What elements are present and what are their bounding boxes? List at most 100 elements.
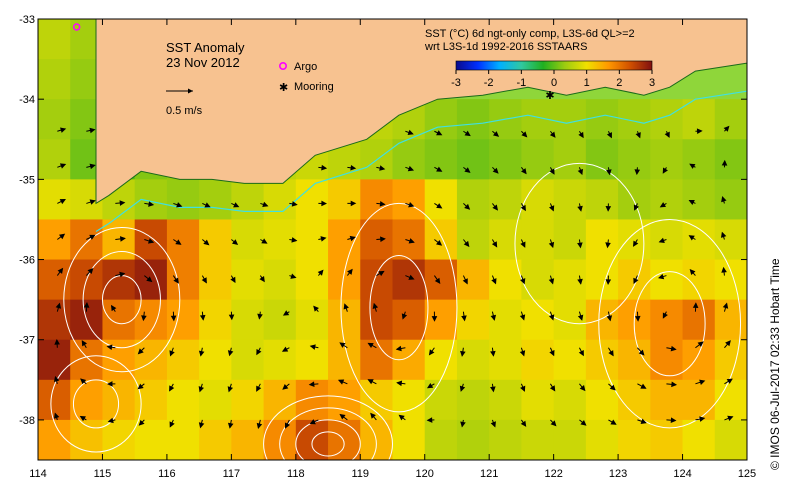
y-axis-ticks: -33-34-35-36-37-38 (19, 14, 747, 427)
current-arrowhead (320, 236, 327, 242)
current-arrowhead (230, 276, 236, 284)
current-arrowhead (699, 379, 706, 385)
anomaly-cell (456, 219, 490, 261)
y-tick-label: -34 (19, 94, 35, 106)
current-arrowhead (463, 240, 470, 248)
current-arrowhead (262, 201, 269, 208)
anomaly-cell (682, 99, 716, 140)
anomaly-cell (328, 179, 361, 220)
colorbar-gradient (455, 60, 653, 71)
current-arrowhead (634, 315, 641, 322)
anomaly-cell (199, 419, 232, 460)
contour-line (295, 419, 361, 460)
anomaly-cell (521, 259, 555, 301)
current-arrowhead (396, 380, 403, 387)
current-arrowhead (378, 270, 385, 277)
anomaly-cell (424, 299, 458, 341)
current-arrowhead (321, 200, 328, 207)
current-arrowhead (426, 417, 433, 423)
current-arrowhead (203, 239, 210, 246)
contour-line (63, 226, 181, 373)
current-arrowhead (720, 231, 727, 238)
current-arrowhead (434, 277, 441, 284)
current-arrowhead (549, 205, 555, 212)
anomaly-cell (231, 219, 265, 261)
feature-legend: Argo ✱ Mooring (278, 61, 334, 94)
current-arrowhead (634, 169, 641, 176)
anomaly-cell (650, 179, 684, 220)
anomaly-cell (199, 339, 232, 381)
anomaly-cell (102, 339, 136, 381)
current-arrowhead (460, 350, 466, 357)
current-arrowhead (640, 383, 647, 389)
current-arrowhead (176, 202, 183, 208)
anomaly-cell (585, 179, 619, 220)
colorbar-tick-label: 3 (649, 77, 655, 89)
current-arrowhead (141, 315, 147, 322)
colorbar-tick-label: -2 (484, 77, 494, 89)
current-arrowhead (231, 239, 239, 245)
anomaly-cell (618, 139, 651, 180)
anomaly-cell (682, 179, 716, 220)
credit-text: © IMOS 06-Jul-2017 02:33 Hobart Time (768, 258, 782, 470)
current-arrowhead (309, 344, 316, 350)
current-arrowhead (106, 381, 113, 387)
current-arrowhead (490, 386, 496, 393)
current-arrowhead (55, 302, 62, 309)
anomaly-cell (714, 299, 747, 341)
current-arrowhead (380, 236, 386, 242)
current-arrowhead (379, 165, 386, 171)
current-arrowhead (59, 163, 67, 169)
mooring-icon: ✱ (279, 81, 288, 94)
anomaly-cell (102, 259, 136, 301)
current-arrowhead (59, 199, 66, 205)
current-arrowhead (436, 240, 443, 246)
current-arrowhead (395, 345, 402, 352)
current-arrowhead (282, 310, 290, 316)
current-arrowhead (492, 204, 499, 211)
current-arrowhead (110, 304, 117, 312)
anomaly-cell (263, 379, 297, 421)
anomaly-cell (585, 299, 619, 341)
current-arrowhead (577, 205, 583, 212)
current-vectors (53, 125, 734, 430)
current-arrowhead (284, 422, 291, 429)
anomaly-cell (489, 379, 522, 421)
anomaly-cell (456, 99, 490, 140)
anomaly-cell (456, 179, 490, 220)
anomaly-cell (489, 219, 522, 261)
anomaly-cell (392, 379, 426, 421)
colorbar-tick-label: -3 (451, 77, 461, 89)
current-arrowhead (670, 345, 677, 352)
current-arrowhead (459, 385, 466, 392)
anomaly-cell (650, 379, 684, 421)
current-arrowhead (227, 350, 234, 357)
anomaly-cell (682, 139, 716, 180)
mooring-marker: ✱ (545, 89, 554, 102)
current-arrowhead (367, 342, 374, 349)
current-arrowhead (343, 303, 349, 310)
x-tick-label: 122 (544, 468, 562, 480)
anomaly-cell (392, 219, 426, 261)
current-arrowhead (577, 242, 583, 249)
anomaly-cell (585, 99, 619, 140)
anomaly-cell (134, 179, 168, 220)
current-arrowhead (521, 131, 528, 138)
current-arrowhead (605, 206, 612, 212)
anomaly-cell (682, 219, 716, 261)
x-axis-ticks: 114 115 116 117 118 119 120 121 122 123 124 125 (29, 19, 756, 480)
current-arrowhead (697, 341, 704, 348)
x-tick-label: 124 (673, 468, 691, 480)
current-arrowhead (119, 271, 126, 278)
anomaly-cell (38, 179, 71, 220)
anomaly-cell (360, 379, 393, 421)
anomaly-cell (424, 139, 458, 180)
anomaly-cell (489, 339, 522, 381)
x-tick-label: 115 (94, 468, 112, 480)
current-arrowhead (577, 278, 583, 285)
current-arrowhead (608, 350, 614, 357)
anomaly-cell (360, 299, 393, 341)
current-arrowhead (407, 129, 414, 136)
current-arrowhead (89, 163, 96, 170)
vector-scale: 0.5 m/s (166, 88, 203, 117)
